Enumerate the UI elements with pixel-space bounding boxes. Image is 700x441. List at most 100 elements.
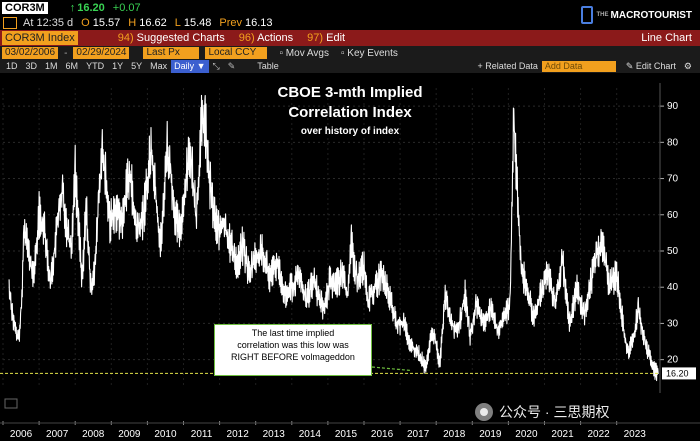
function-toolbar: COR3M Index 94) Suggested Charts 96) Act… (0, 30, 700, 46)
watermark: 公众号 · 三思期权 (475, 402, 609, 422)
prev-value: 16.13 (245, 17, 273, 29)
y-tick-label: 90 (667, 101, 679, 112)
y-axis: 20 30 40 50 60 70 80 90 (659, 83, 679, 393)
suggested-num: 94) (117, 32, 134, 44)
annotation-line-3: RIGHT BEFORE volmageddon (231, 352, 355, 362)
actions-button[interactable]: 96) Actions (239, 32, 293, 44)
suitcase-icon (580, 6, 593, 24)
edit-button[interactable]: 97) Edit (307, 32, 345, 44)
logo-main-text: MACROTOURIST (610, 9, 692, 21)
prev-label: Prev (219, 17, 243, 29)
last-value-label: 16.20 (666, 368, 689, 378)
edit-chart-label: Edit Chart (635, 60, 676, 71)
y-tick-label: 50 (667, 246, 679, 257)
last-value-box (662, 367, 696, 380)
x-tick-label: 2018 (443, 429, 466, 440)
x-tick-label: 2009 (118, 429, 141, 440)
x-tick-label: 2010 (154, 429, 177, 440)
x-tick-label: 2006 (10, 429, 33, 440)
end-date-input[interactable]: 02/29/2024 (73, 47, 130, 59)
security-field[interactable]: COR3M Index (2, 31, 78, 45)
low-value: 15.48 (183, 17, 212, 29)
x-tick-label: 2013 (263, 429, 286, 440)
watermark-text: 公众号 · 三思期权 (499, 404, 610, 420)
range-5y[interactable]: 5Y (131, 60, 143, 71)
open-value: 15.57 (92, 17, 121, 29)
price-change: +0.07 (112, 2, 141, 14)
time-label: At 12:35 d (23, 17, 74, 29)
range-1y[interactable]: 1Y (112, 60, 124, 71)
period-select[interactable]: Daily ▼ (171, 59, 209, 73)
suggested-label: Suggested Charts (136, 32, 225, 44)
x-tick-label: 2016 (371, 429, 394, 440)
range-bar: 1D 3D 1M 6M YTD 1Y 5Y Max Daily ▼ ⤡ ✎ Ta… (0, 59, 700, 73)
open-label: O (81, 17, 90, 29)
settings-icon[interactable]: ⚙ (683, 60, 692, 71)
high-label: H (128, 17, 137, 29)
field-select[interactable]: Last Px (143, 47, 200, 59)
range-3d[interactable]: 3D (25, 60, 38, 71)
annotation-line-2: correlation was this low was (237, 340, 349, 350)
x-tick-label: 2008 (82, 429, 105, 440)
key-events-toggle[interactable]: ▫ Key Events (340, 47, 398, 59)
mov-avgs-toggle[interactable]: ▫ Mov Avgs (279, 47, 329, 59)
y-tick-label: 70 (667, 174, 679, 185)
wechat-icon (475, 403, 493, 421)
edit-label: Edit (326, 32, 346, 44)
range-max[interactable]: Max (150, 60, 168, 71)
annotation-line-1: The last time implied (251, 328, 335, 338)
edit-chart-button[interactable]: ✎ Edit Chart (625, 60, 676, 71)
last-price: 16.20 (77, 2, 105, 14)
actions-label: Actions (257, 32, 294, 44)
chart-mini-icon[interactable] (4, 398, 18, 409)
series-line (8, 94, 659, 382)
range-1d[interactable]: 1D (6, 60, 18, 71)
range-6m[interactable]: 6M (65, 60, 79, 71)
period-label: Daily (174, 60, 195, 71)
y-tick-label: 20 (667, 355, 679, 366)
x-tick-label: 2022 (588, 429, 611, 440)
high-value: 16.62 (139, 17, 167, 29)
annotation-arrow (371, 366, 411, 372)
logo-small-text: THE (596, 12, 609, 18)
up-arrow-icon: ↑ (69, 2, 76, 14)
series-layer (8, 94, 659, 382)
chart-subtitle: over history of index (300, 126, 400, 137)
y-tick-label: 60 (667, 210, 679, 221)
x-tick-label: 2015 (335, 429, 358, 440)
x-tick-label: 2019 (479, 429, 502, 440)
x-tick-label: 2011 (191, 429, 213, 440)
x-tick-label: 2007 (46, 429, 69, 440)
correlation-chart[interactable]: 20 30 40 50 60 70 80 90 2006 2007 2008 2009 2010 201… (0, 73, 700, 441)
signal-icon (3, 17, 17, 29)
annotation-box: The last time implied correlation was th… (214, 324, 372, 376)
x-axis: 2006 2007 2008 2009 2010 2011 2012 2013 2014 2015… (0, 421, 700, 440)
x-tick-label: 2020 (515, 429, 538, 440)
x-tick-label: 2012 (227, 429, 250, 440)
ohlc-bar: At 12:35 d O 15.57 H 16.62 L 15.48 Prev … (0, 16, 700, 30)
chart-title: CBOE 3-mth Implied (277, 84, 423, 101)
annotate-icon[interactable]: ✎ (227, 60, 236, 71)
x-tick-label: 2017 (407, 429, 430, 440)
range-1m[interactable]: 1M (45, 60, 58, 71)
edit-num: 97) (307, 32, 324, 44)
table-button[interactable]: Table (257, 60, 279, 71)
start-date-input[interactable]: 03/02/2006 (2, 47, 59, 59)
y-tick-label: 40 (667, 282, 679, 293)
add-data-input[interactable]: Add Data (541, 60, 616, 72)
currency-select[interactable]: Local CCY (205, 47, 268, 59)
draw-icon[interactable]: ⤡ (212, 60, 220, 71)
chart-title-line2: Correlation Index (288, 104, 412, 121)
quote-bar: COR3M ↑ 16.20 +0.07 THE MACROTOURIST (0, 0, 700, 24)
key-events-label: Key Events (347, 47, 398, 59)
related-data-button[interactable]: + Related Data (477, 60, 538, 71)
range-ytd[interactable]: YTD (86, 60, 105, 71)
y-tick-label: 80 (667, 137, 679, 148)
macrotourist-logo: THE MACROTOURIST (580, 2, 692, 28)
ticker-symbol[interactable]: COR3M (2, 2, 48, 14)
settings-bar: 03/02/2006 - 02/29/2024 Last Px Local CC… (0, 46, 700, 60)
date-separator: - (64, 47, 68, 59)
suggested-charts-button[interactable]: 94) Suggested Charts (118, 32, 225, 44)
actions-num: 96) (238, 32, 255, 44)
y-tick-label: 30 (667, 318, 679, 329)
